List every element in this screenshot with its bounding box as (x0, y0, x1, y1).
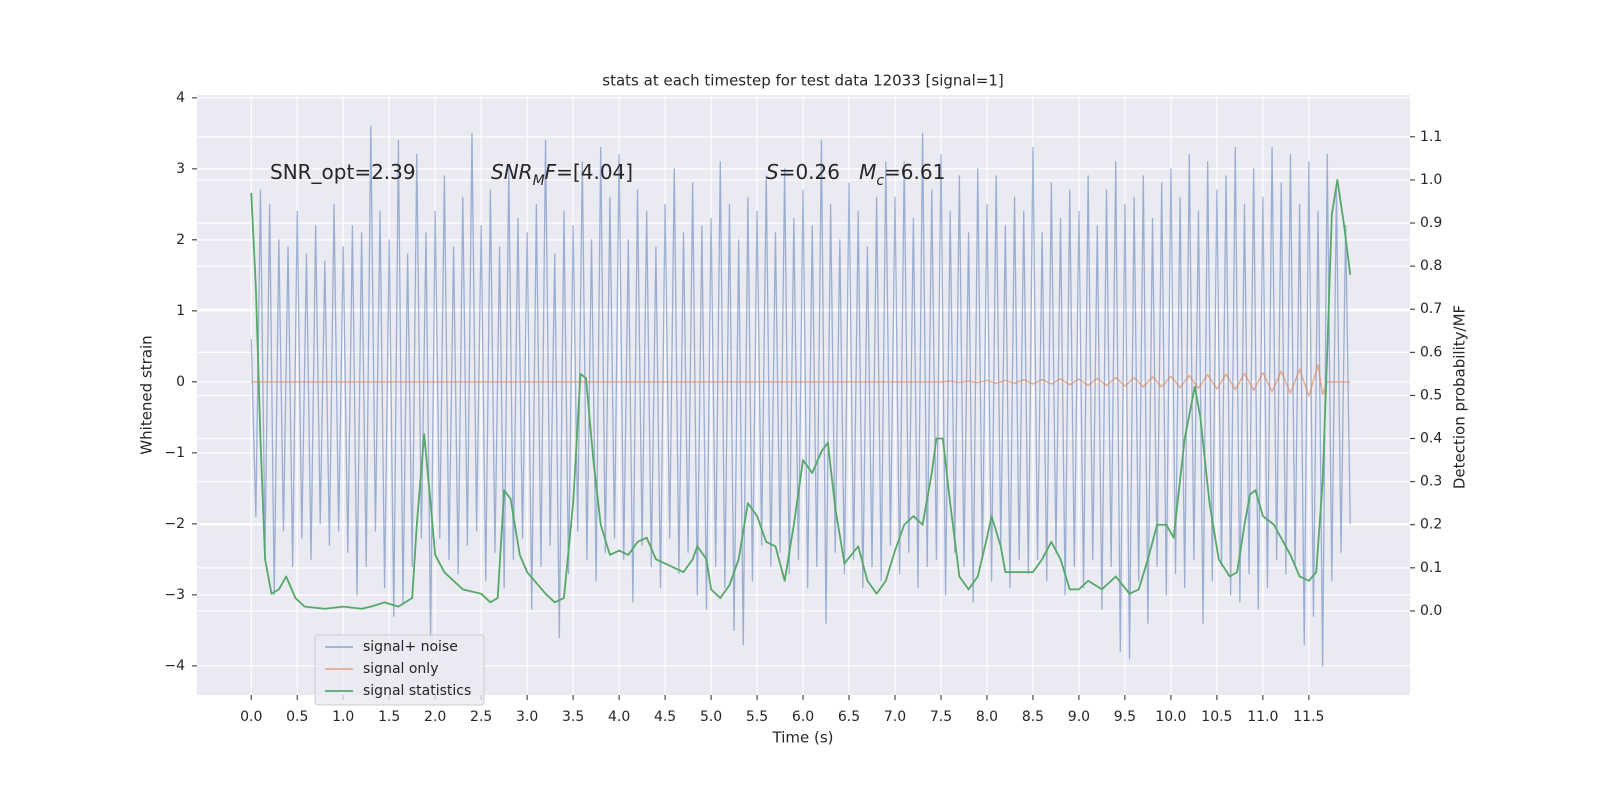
x-tick-label: 8.0 (976, 709, 998, 725)
x-tick-label: 7.0 (884, 709, 906, 725)
annotation-part: =0.26 (779, 160, 859, 184)
annotation-part: =6.61 (884, 160, 945, 184)
series-line (251, 364, 1351, 397)
annotation: SNRMF=[4.04] (491, 160, 633, 190)
x-tick-label: 0.5 (286, 709, 308, 725)
legend-label: signal only (363, 661, 438, 677)
x-tick-label: 5.5 (746, 709, 768, 725)
y2-tick-label: 0.5 (1420, 387, 1442, 403)
annotation: S=0.26 Mc=6.61 (766, 160, 945, 190)
x-axis-label: Time (s) (772, 729, 834, 747)
x-tick-label: 10.5 (1201, 709, 1232, 725)
series-line (250, 179, 1352, 610)
legend-label: signal statistics (363, 683, 471, 699)
x-tick-label: 2.5 (470, 709, 492, 725)
x-tick-label: 4.0 (608, 709, 630, 725)
annotation-part: =[4.04] (556, 160, 633, 184)
y2-tick-label: 0.3 (1420, 474, 1442, 490)
annotation-part: c (876, 173, 884, 189)
y-tick-label: 4 (176, 90, 185, 106)
x-tick-label: 1.5 (378, 709, 400, 725)
chart-title: stats at each timestep for test data 120… (602, 72, 1003, 90)
legend: signal+ noise signal only signal statistic… (314, 634, 485, 706)
y2-tick-label: 0.8 (1420, 258, 1442, 274)
x-tick-label: 9.0 (1068, 709, 1090, 725)
y2-tick-label: 0.7 (1420, 301, 1442, 317)
y2-tick-label: 0.2 (1420, 517, 1442, 533)
y2-axis-label: Detection probability/MF (1451, 305, 1469, 489)
x-tick-label: 2.0 (424, 709, 446, 725)
y-tick-label: 1 (176, 303, 185, 319)
y-tick-label: 0 (176, 374, 185, 390)
x-tick-label: 0.0 (240, 709, 262, 725)
annotation-part: F (545, 160, 557, 184)
annotation-part: SNR (491, 160, 533, 184)
annotation-part: M (533, 173, 545, 189)
x-tick-label: 7.5 (930, 709, 952, 725)
x-tick-label: 6.0 (792, 709, 814, 725)
x-tick-label: 8.5 (1022, 709, 1044, 725)
x-tick-label: 3.5 (562, 709, 584, 725)
y-tick-label: −1 (164, 445, 185, 461)
x-tick-label: 9.5 (1114, 709, 1136, 725)
x-tick-label: 10.0 (1155, 709, 1186, 725)
legend-box (314, 634, 485, 706)
y-tick-label: 3 (176, 161, 185, 177)
x-tick-label: 4.5 (654, 709, 676, 725)
x-tick-label: 11.0 (1247, 709, 1278, 725)
x-tick-label: 3.0 (516, 709, 538, 725)
series-line (250, 125, 1351, 667)
y-tick-label: −4 (164, 658, 185, 674)
legend-label: signal+ noise (363, 639, 458, 655)
y-tick-label: −2 (164, 516, 185, 532)
annotation-part: M (859, 160, 876, 184)
x-tick-label: 6.5 (838, 709, 860, 725)
annotation-part: SNR_opt=2.39 (270, 160, 416, 184)
y2-tick-label: 0.4 (1420, 431, 1442, 447)
y2-tick-label: 0.6 (1420, 344, 1442, 360)
y-tick-label: 2 (176, 232, 185, 248)
y2-tick-label: 1.1 (1420, 129, 1442, 145)
x-tick-label: 11.5 (1293, 709, 1324, 725)
annotation: SNR_opt=2.39 (270, 160, 416, 184)
x-tick-label: 5.0 (700, 709, 722, 725)
y-tick-label: −3 (164, 587, 185, 603)
y2-tick-label: 0.1 (1420, 560, 1442, 576)
y2-tick-label: 0.9 (1420, 215, 1442, 231)
annotation-part: S (766, 160, 779, 184)
x-tick-label: 1.0 (332, 709, 354, 725)
y-axis-label: Whitened strain (138, 335, 156, 454)
y2-tick-label: 1.0 (1420, 172, 1442, 188)
y2-tick-label: 0.0 (1420, 603, 1442, 619)
